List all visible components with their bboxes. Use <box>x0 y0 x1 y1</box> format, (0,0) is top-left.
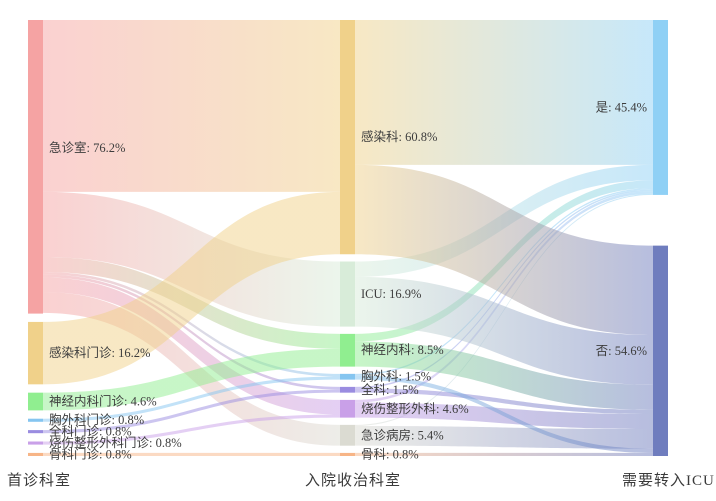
sankey-link-急诊室-全科 <box>43 274 340 390</box>
sankey-link-急诊室-烧伤整形外科 <box>43 277 340 415</box>
node-label-全科: 全科: 1.5% <box>361 382 419 397</box>
sankey-node-感染科 <box>340 20 355 255</box>
sankey-node-感染科门诊 <box>28 321 43 385</box>
sankey-link-全科-否 <box>355 388 653 415</box>
sankey-link-感染科门诊-感染科 <box>43 191 340 385</box>
sankey-link-神经内科门诊-神经内科 <box>43 348 340 411</box>
node-label-否: 否: 54.6% <box>596 344 647 358</box>
sankey-node-全科 <box>340 386 355 393</box>
node-label-骨科: 骨科: 0.8% <box>361 447 419 461</box>
sankey-link-骨科门诊-骨科 <box>43 452 340 456</box>
sankey-node-胸外科 <box>340 373 355 380</box>
node-label-全科门诊: 全科门诊: 0.8% <box>49 424 132 439</box>
node-label-急诊室: 急诊室: 76.2% <box>49 140 125 155</box>
node-label-神经内科门诊: 神经内科门诊: 4.6% <box>49 394 157 409</box>
node-label-胸外科门诊: 胸外科门诊: 0.8% <box>49 412 144 427</box>
sankey-node-否 <box>653 245 668 456</box>
axis-title-need-icu-transfer: 需要转入ICU <box>622 473 715 489</box>
node-label-是: 是: 45.4% <box>596 100 647 114</box>
sankey-link-急诊室-急诊病房 <box>43 292 340 446</box>
node-label-骨科门诊: 骨科门诊: 0.8% <box>49 446 132 461</box>
sankey-link-感染科-否 <box>355 164 653 336</box>
sankey-link-烧伤整形外科门诊-烧伤整形外科 <box>43 414 340 445</box>
sankey-link-胸外科-否 <box>355 375 653 453</box>
sankey-link-ICU-否 <box>355 276 653 385</box>
node-label-胸外科: 胸外科: 1.5% <box>361 369 431 384</box>
sankey-node-骨科门诊 <box>28 452 43 456</box>
sankey-node-骨科 <box>340 452 355 456</box>
node-label-烧伤整形外科: 烧伤整形外科: 4.6% <box>361 401 469 416</box>
axis-title-first-visit-department: 首诊科室 <box>7 473 72 489</box>
node-label-急诊病房: 急诊病房: 5.4% <box>361 427 444 442</box>
sankey-node-是 <box>653 20 668 195</box>
sankey-node-神经内科 <box>340 333 355 367</box>
node-label-ICU: ICU: 16.9% <box>361 287 421 301</box>
sankey-link-骨科-否 <box>355 452 653 456</box>
sankey-link-急诊室-感染科 <box>43 20 340 192</box>
sankey-node-急诊病房 <box>340 424 355 446</box>
node-label-烧伤整形外科门诊: 烧伤整形外科门诊: 0.8% <box>49 435 182 450</box>
sankey-node-急诊室 <box>28 20 43 314</box>
sankey-link-烧伤整形外科-是 <box>355 191 653 403</box>
node-label-感染科: 感染科: 60.8% <box>361 129 437 144</box>
sankey-link-神经内科-否 <box>355 341 653 410</box>
sankey-node-胸外科门诊 <box>28 418 43 422</box>
links-layer <box>43 20 653 456</box>
sankey-link-急诊室-胸外科 <box>43 271 340 377</box>
sankey-node-ICU <box>340 261 355 327</box>
sankey-link-胸外科门诊-胸外科 <box>43 376 340 422</box>
sankey-link-感染科-是 <box>355 20 653 165</box>
nodes-layer <box>28 20 668 456</box>
node-label-神经内科: 神经内科: 8.5% <box>361 343 444 357</box>
sankey-link-全科门诊-全科 <box>43 389 340 434</box>
sankey-node-全科门诊 <box>28 430 43 434</box>
sankey-node-神经内科门诊 <box>28 392 43 411</box>
labels-layer: 急诊室: 76.2% 感染科门诊: 16.2% 神经内科门诊: 4.6% 胸外科门诊:… <box>49 100 647 461</box>
sankey-node-烧伤整形外科门诊 <box>28 441 43 445</box>
sankey-node-烧伤整形外科 <box>340 399 355 418</box>
axis-title-admission-department: 入院收治科室 <box>305 473 402 489</box>
node-label-感染科门诊: 感染科门诊: 16.2% <box>49 345 150 360</box>
